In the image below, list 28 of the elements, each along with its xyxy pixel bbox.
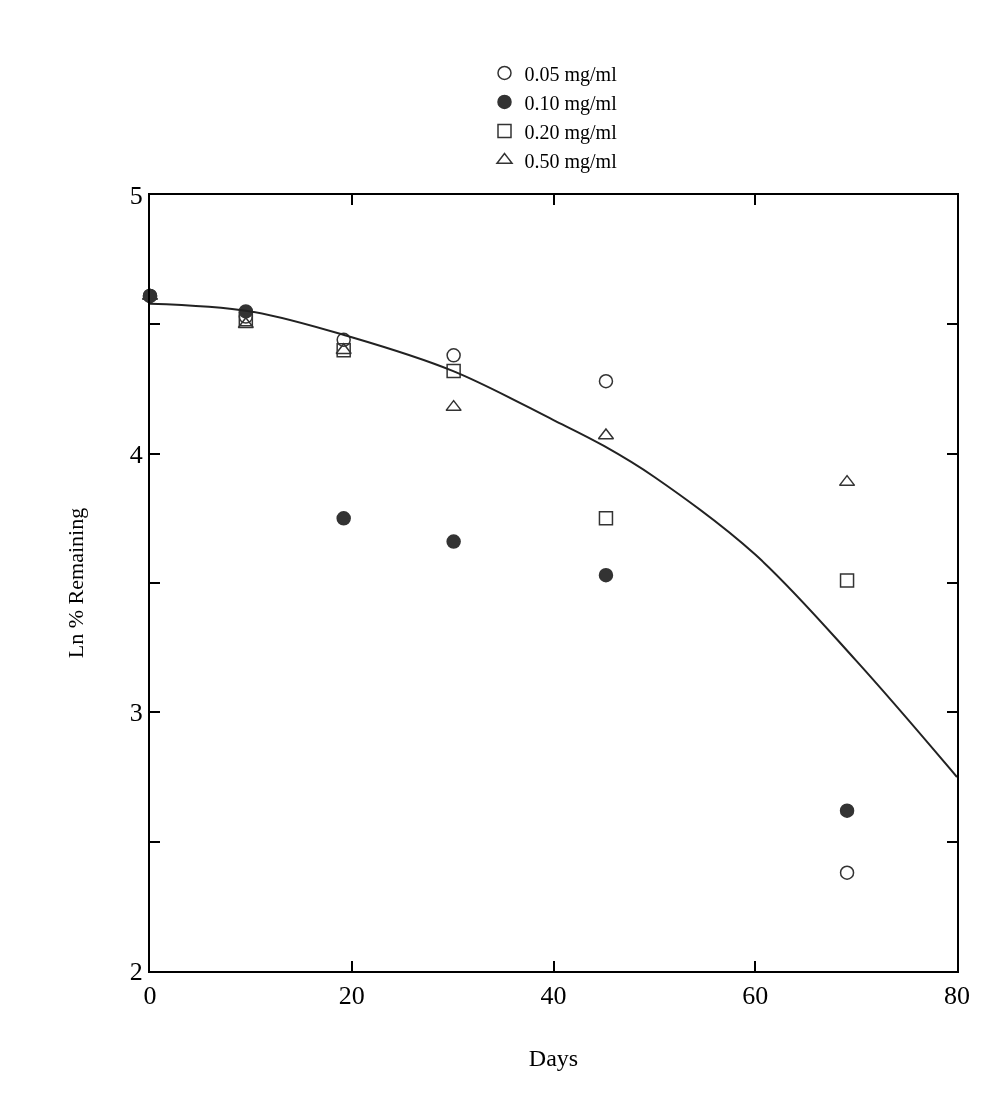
point [839,803,855,818]
point [445,399,462,412]
y-tick-label: 2 [129,957,143,987]
x-tick-label: 80 [944,981,970,1011]
x-tick-label: 0 [143,981,157,1011]
x-tick-label: 60 [742,981,769,1011]
point [446,363,461,379]
legend-label: 0.10 mg/ml [524,91,618,115]
legend-label: 0.05 mg/ml [524,62,618,86]
point [446,534,461,549]
y-tick-label: 5 [129,181,143,211]
x-tick-label: 40 [540,981,567,1011]
y-axis-title: Ln % Remaining [63,507,89,659]
legend-label: 0.50 mg/ml [524,149,618,173]
y-tick-label: 3 [129,698,143,728]
y-tick-label: 4 [129,439,143,469]
point [839,865,855,880]
point [598,567,614,583]
legend-label: 0.20 mg/ml [524,120,618,144]
point [336,332,351,348]
point [839,573,855,588]
point [446,348,461,363]
point [598,511,614,526]
x-tick-label: 20 [338,981,365,1011]
point [838,474,856,487]
point [598,373,614,389]
x-axis-title: Days [528,1045,579,1071]
point [336,511,351,526]
